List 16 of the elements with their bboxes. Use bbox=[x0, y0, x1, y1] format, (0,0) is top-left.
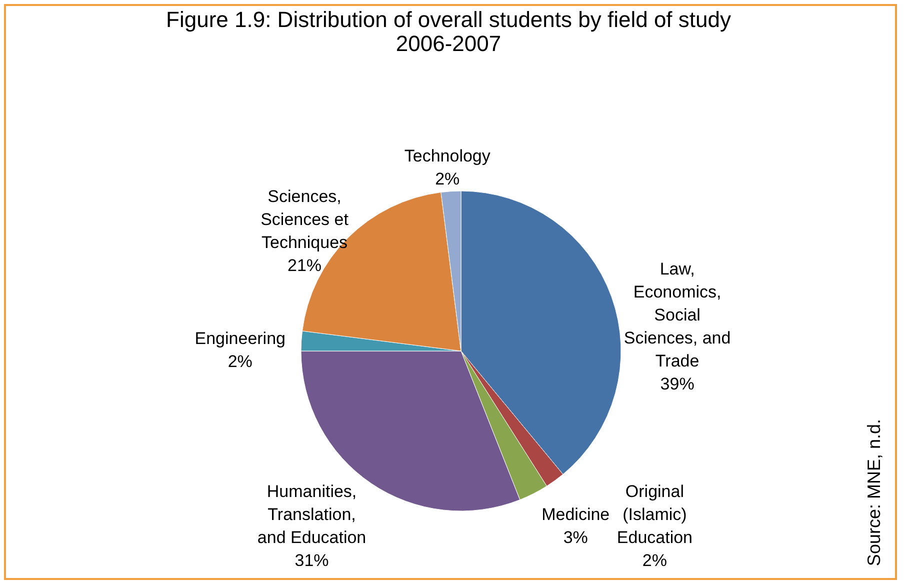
data-label: 39% bbox=[660, 374, 694, 394]
data-label: 21% bbox=[288, 256, 322, 275]
slice-label: Original (Islamic) Education bbox=[616, 482, 693, 547]
data-label: 2% bbox=[228, 352, 252, 371]
slice-label: Engineering bbox=[194, 328, 286, 348]
slice-label: Sciences, Sciences et Techniques bbox=[260, 186, 349, 252]
data-label: 2% bbox=[642, 551, 667, 570]
slice-label: Technology bbox=[404, 146, 491, 166]
source-note: Source: MNE, n.d. bbox=[864, 418, 885, 566]
data-label: 3% bbox=[563, 528, 588, 547]
slice-label: Law, Economics, Social Sciences, and Trade bbox=[624, 259, 731, 370]
slice-label: Medicine bbox=[542, 505, 610, 524]
chart-title: Figure 1.9: Distribution of overall students by field of study 2006-2007 bbox=[166, 7, 731, 56]
slice-label: Humanities, Translation, and Education bbox=[257, 482, 366, 547]
data-label: 31% bbox=[294, 551, 329, 570]
data-label: 2% bbox=[435, 169, 460, 188]
